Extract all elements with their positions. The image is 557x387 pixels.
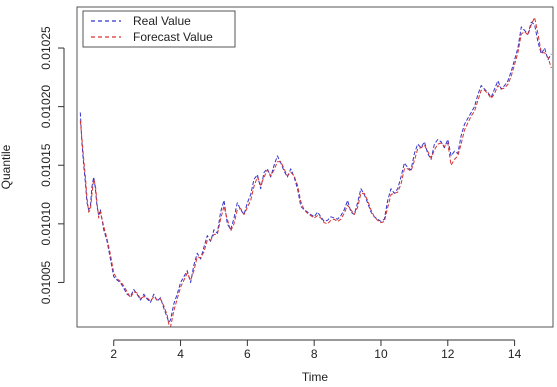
y-tick-label: 0.01010 xyxy=(39,202,53,246)
x-axis-title: Time xyxy=(302,370,329,384)
x-tick-label: 2 xyxy=(110,347,117,361)
x-tick-label: 6 xyxy=(244,347,251,361)
x-tick-label: 8 xyxy=(311,347,318,361)
legend-label-real: Real Value xyxy=(133,14,191,28)
legend-label-forecast: Forecast Value xyxy=(133,30,213,44)
y-tick-label: 0.01005 xyxy=(39,260,53,304)
axes: 2 4 6 8 10 12 14 0.01005 0.01010 0.01015 0.01020 0.… xyxy=(39,26,522,361)
y-tick-label: 0.01025 xyxy=(39,26,53,70)
x-tick-label: 14 xyxy=(508,347,522,361)
plot-frame xyxy=(76,6,554,328)
legend-box xyxy=(82,10,236,48)
series-line-real-value xyxy=(79,21,552,323)
plot-area xyxy=(79,17,552,328)
x-tick-label: 10 xyxy=(374,347,388,361)
y-axis-title: Quantile xyxy=(0,144,13,189)
legend: Real Value Forecast Value xyxy=(82,10,236,48)
x-tick-label: 4 xyxy=(177,347,184,361)
y-tick-label: 0.01015 xyxy=(39,143,53,187)
y-tick-label: 0.01020 xyxy=(39,85,53,129)
series-line-forecast-value xyxy=(79,17,552,328)
x-tick-label: 12 xyxy=(441,347,455,361)
